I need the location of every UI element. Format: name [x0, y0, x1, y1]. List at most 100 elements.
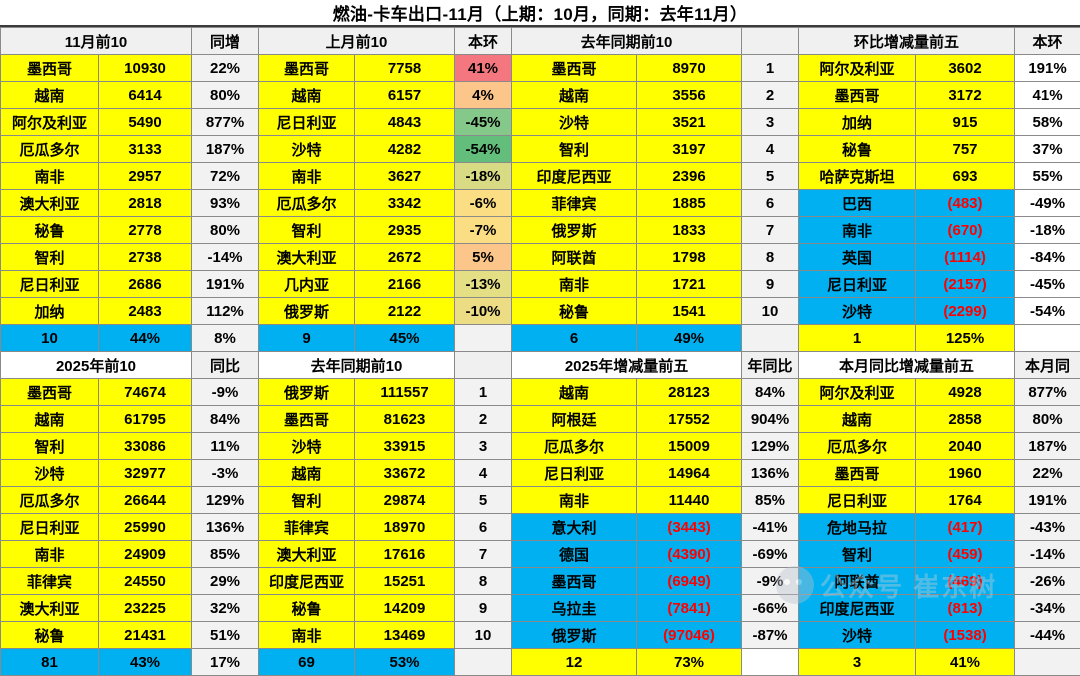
value-cell: 3602	[916, 55, 1015, 82]
value-cell: 2166	[355, 271, 455, 298]
country-name-cell: 智利	[799, 541, 916, 568]
country-name-cell: 智利	[259, 487, 355, 514]
summary-count: 69	[259, 649, 355, 676]
country-name-cell: 墨西哥	[799, 460, 916, 487]
percent-cell: -44%	[1015, 622, 1080, 649]
country-name-cell: 印度尼西亚	[512, 163, 637, 190]
value-cell: 26644	[99, 487, 192, 514]
value-cell: (3443)	[637, 514, 742, 541]
country-name-cell: 墨西哥	[1, 55, 99, 82]
value-cell: 3197	[637, 136, 742, 163]
value-cell: 915	[916, 109, 1015, 136]
value-cell: 7758	[355, 55, 455, 82]
country-name-cell: 巴西	[799, 190, 916, 217]
country-name-cell: 沙特	[259, 433, 355, 460]
country-name-cell: 菲律宾	[259, 514, 355, 541]
percent-cell: 41%	[1015, 82, 1080, 109]
value-cell: 4282	[355, 136, 455, 163]
country-name-cell: 越南	[799, 406, 916, 433]
country-name-cell: 阿尔及利亚	[799, 55, 916, 82]
summary-percent: 8%	[192, 325, 259, 352]
upper-header-row: 11月前10 同增 上月前10 本环 去年同期前10 环比增减量前五 本环	[1, 28, 1080, 55]
lower-header-year-yoy: 年同比	[742, 352, 799, 379]
upper-header-yoy: 同增	[192, 28, 259, 55]
value-cell: (813)	[916, 595, 1015, 622]
percent-cell: -14%	[192, 244, 259, 271]
rank-cell: 6	[455, 514, 512, 541]
value-cell: 4843	[355, 109, 455, 136]
value-cell: 32977	[99, 460, 192, 487]
rank-cell: 9	[455, 595, 512, 622]
summary-count: 10	[1, 325, 99, 352]
value-cell: 29874	[355, 487, 455, 514]
rank-cell: 3	[455, 433, 512, 460]
percent-cell: -45%	[455, 109, 512, 136]
value-cell: 3627	[355, 163, 455, 190]
value-cell: 2672	[355, 244, 455, 271]
country-name-cell: 秘鲁	[1, 622, 99, 649]
country-name-cell: 阿尔及利亚	[799, 379, 916, 406]
country-name-cell: 南非	[1, 163, 99, 190]
country-name-cell: 厄瓜多尔	[799, 433, 916, 460]
value-cell: 14964	[637, 460, 742, 487]
percent-cell: -84%	[1015, 244, 1080, 271]
country-name-cell: 秘鲁	[512, 298, 637, 325]
country-name-cell: 南非	[799, 217, 916, 244]
country-name-cell: 英国	[799, 244, 916, 271]
country-name-cell: 几内亚	[259, 271, 355, 298]
percent-cell: -9%	[192, 379, 259, 406]
percent-cell: -18%	[455, 163, 512, 190]
value-cell: 15009	[637, 433, 742, 460]
country-name-cell: 加纳	[1, 298, 99, 325]
percent-cell: 80%	[192, 217, 259, 244]
rank-cell: 10	[455, 622, 512, 649]
upper-header-mom-change-top5: 环比增减量前五	[799, 28, 1015, 55]
percent-cell: 85%	[742, 487, 799, 514]
rank-cell: 2	[455, 406, 512, 433]
percent-cell: 136%	[192, 514, 259, 541]
value-cell: 2858	[916, 406, 1015, 433]
page-title: 燃油-卡车出口-11月（上期：10月，同期：去年11月）	[333, 0, 748, 25]
value-cell: (670)	[916, 217, 1015, 244]
summary-percent	[742, 649, 799, 676]
country-name-cell: 阿尔及利亚	[1, 109, 99, 136]
country-name-cell: 沙特	[799, 298, 916, 325]
country-name-cell: 危地马拉	[799, 514, 916, 541]
percent-cell: -10%	[455, 298, 512, 325]
country-name-cell: 哈萨克斯坦	[799, 163, 916, 190]
value-cell: 1721	[637, 271, 742, 298]
value-cell: 2396	[637, 163, 742, 190]
value-cell: 5490	[99, 109, 192, 136]
value-cell: 3521	[637, 109, 742, 136]
lower-header-lastyear-top10: 去年同期前10	[259, 352, 455, 379]
percent-cell: 37%	[1015, 136, 1080, 163]
country-name-cell: 越南	[1, 82, 99, 109]
value-cell: (459)	[916, 541, 1015, 568]
percent-cell: 191%	[1015, 487, 1080, 514]
summary-share: 73%	[637, 649, 742, 676]
country-name-cell: 南非	[512, 271, 637, 298]
country-name-cell: 沙特	[799, 622, 916, 649]
rank-cell: 8	[742, 244, 799, 271]
value-cell: 28123	[637, 379, 742, 406]
country-name-cell: 阿根廷	[512, 406, 637, 433]
summary-rank	[742, 325, 799, 352]
country-name-cell: 印度尼西亚	[259, 568, 355, 595]
percent-cell: 80%	[1015, 406, 1080, 433]
value-cell: (483)	[916, 190, 1015, 217]
percent-cell: -18%	[1015, 217, 1080, 244]
value-cell: 61795	[99, 406, 192, 433]
summary-share: 125%	[916, 325, 1015, 352]
percent-cell: -41%	[742, 514, 799, 541]
rank-cell: 3	[742, 109, 799, 136]
summary-percent	[1015, 649, 1080, 676]
percent-cell: 55%	[1015, 163, 1080, 190]
